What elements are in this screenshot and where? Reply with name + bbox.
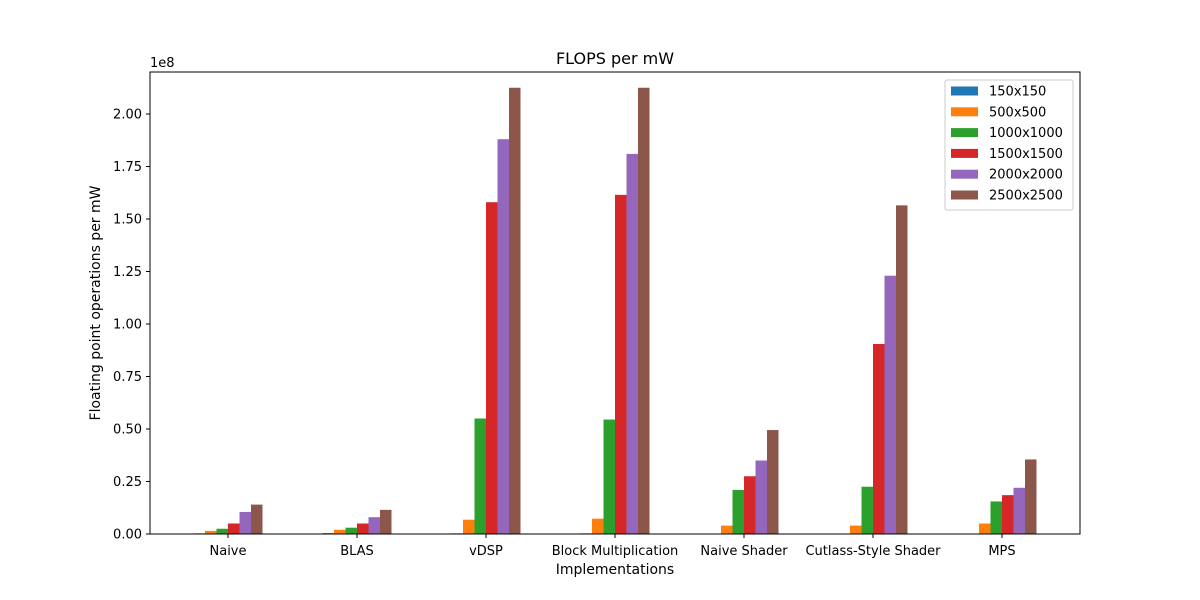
y-tick-label: 1.50 bbox=[113, 213, 142, 228]
chart-title: FLOPS per mW bbox=[556, 49, 674, 68]
y-tick-label: 0.50 bbox=[113, 423, 142, 438]
legend-swatch bbox=[951, 107, 978, 117]
bar-2000x2000-blas bbox=[368, 517, 380, 534]
legend-swatch bbox=[951, 128, 978, 138]
x-tick-label: Block Multiplication bbox=[552, 544, 679, 559]
legend-swatch bbox=[951, 190, 978, 200]
legend-swatch bbox=[951, 86, 978, 96]
y-tick-label: 2.00 bbox=[113, 108, 142, 123]
x-tick-label: BLAS bbox=[340, 544, 374, 559]
bar-500x500-blas bbox=[334, 529, 346, 534]
legend-label: 500x500 bbox=[989, 105, 1046, 120]
bar-2000x2000-naive-shader bbox=[755, 460, 767, 534]
legend-label: 2000x2000 bbox=[989, 168, 1063, 183]
bar-2000x2000-cutlass-style-shader bbox=[884, 275, 896, 534]
bar-500x500-mps bbox=[979, 523, 991, 534]
y-tick-label: 1.75 bbox=[113, 160, 142, 175]
bar-2000x2000-naive bbox=[239, 511, 251, 534]
y-offset-label: 1e8 bbox=[150, 56, 175, 71]
bar-500x500-vdsp bbox=[463, 519, 475, 534]
bar-2500x2500-cutlass-style-shader bbox=[896, 205, 908, 534]
bar-1500x1500-mps bbox=[1002, 495, 1014, 534]
bar-1500x1500-block-multiplication bbox=[615, 194, 627, 534]
bar-2500x2500-naive-shader bbox=[767, 430, 779, 534]
y-axis: 0.00 0.25 0.50 0.75 1.00 1.25 1.50 1.75 2.00 bbox=[113, 108, 150, 543]
y-axis-title: Floating point operations per mW bbox=[88, 185, 104, 420]
y-tick-label: 0.00 bbox=[113, 528, 142, 543]
bar-1000x1000-cutlass-style-shader bbox=[861, 486, 873, 534]
bar-1000x1000-vdsp bbox=[474, 418, 486, 534]
x-tick-label: Naive Shader bbox=[700, 544, 788, 559]
bar-2000x2000-vdsp bbox=[497, 139, 509, 534]
legend: 150x150 500x500 1000x1000 1500x1500 2000x200… bbox=[944, 79, 1074, 211]
legend-swatch bbox=[951, 148, 978, 158]
bar-2500x2500-block-multiplication bbox=[638, 87, 650, 534]
bar-500x500-block-multiplication bbox=[592, 518, 604, 534]
legend-label: 1500x1500 bbox=[989, 147, 1063, 162]
bar-2000x2000-mps bbox=[1013, 487, 1025, 534]
x-tick-label: vDSP bbox=[469, 544, 503, 559]
y-tick-label: 1.25 bbox=[113, 265, 142, 280]
bar-1000x1000-block-multiplication bbox=[603, 419, 615, 534]
legend-label: 2500x2500 bbox=[989, 189, 1063, 204]
bar-1500x1500-naive-shader bbox=[744, 476, 756, 534]
bars-layer bbox=[193, 87, 1037, 534]
x-axis: Naive BLAS vDSP Block Multiplication Naive S… bbox=[210, 534, 1016, 559]
y-tick-label: 0.75 bbox=[113, 370, 142, 385]
legend-swatch bbox=[951, 169, 978, 179]
bar-500x500-naive bbox=[205, 530, 217, 534]
bar-500x500-naive-shader bbox=[721, 525, 733, 534]
x-tick-label: Cutlass-Style Shader bbox=[805, 544, 941, 559]
bar-2500x2500-vdsp bbox=[509, 87, 521, 534]
bar-1500x1500-naive bbox=[228, 523, 240, 534]
bar-1500x1500-vdsp bbox=[486, 202, 498, 534]
bar-2500x2500-blas bbox=[380, 509, 392, 534]
x-tick-label: MPS bbox=[988, 544, 1015, 559]
bar-500x500-cutlass-style-shader bbox=[850, 525, 862, 534]
bar-1000x1000-naive bbox=[216, 528, 228, 534]
bar-1000x1000-blas bbox=[345, 527, 357, 534]
y-tick-label: 0.25 bbox=[113, 475, 142, 490]
x-axis-title: Implementations bbox=[556, 562, 674, 578]
bar-1000x1000-mps bbox=[990, 501, 1002, 534]
bar-1500x1500-cutlass-style-shader bbox=[873, 343, 885, 534]
bar-2500x2500-naive bbox=[251, 504, 263, 534]
bar-1000x1000-naive-shader bbox=[732, 489, 744, 534]
legend-label: 150x150 bbox=[989, 85, 1046, 100]
bar-2000x2000-block-multiplication bbox=[626, 153, 638, 534]
x-tick-label: Naive bbox=[210, 544, 247, 559]
y-tick-label: 1.00 bbox=[113, 318, 142, 333]
bar-2500x2500-mps bbox=[1025, 459, 1037, 534]
bar-1500x1500-blas bbox=[357, 523, 369, 534]
legend-label: 1000x1000 bbox=[989, 126, 1063, 141]
